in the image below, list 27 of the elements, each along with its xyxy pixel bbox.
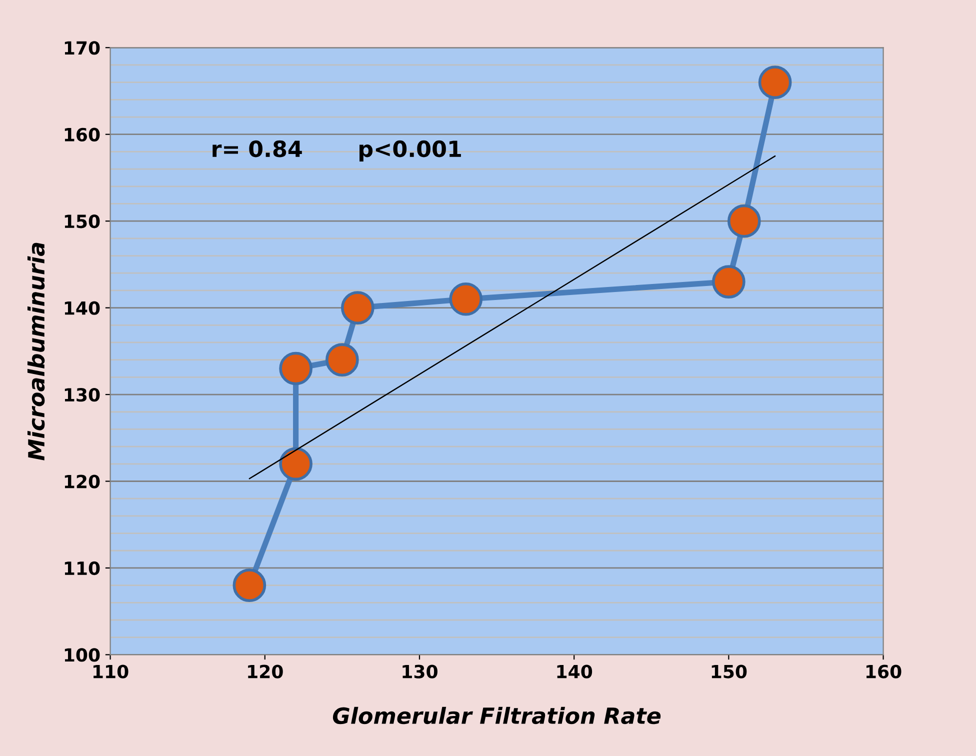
y-tick-label: 170 (64, 41, 100, 55)
point (279, 352, 312, 386)
annotation: p<0.001 (360, 140, 461, 162)
annotation: r= 0.84 (212, 140, 302, 158)
point (326, 343, 359, 376)
x-axis-title: Glomerular Filtration Rate (332, 706, 661, 724)
y-tick-label: 160 (64, 128, 100, 142)
x-tick-label: 150 (712, 664, 747, 678)
point (712, 265, 746, 298)
point (340, 291, 374, 324)
x-tick-label: 120 (248, 664, 283, 678)
x-tick-label: 130 (402, 664, 438, 678)
y-tick-label: 140 (64, 301, 100, 315)
y-tick-label: 150 (64, 214, 100, 228)
point (232, 568, 266, 602)
y-tick-label: 130 (64, 388, 100, 402)
point (279, 447, 312, 481)
point (449, 282, 483, 316)
x-tick-label: 140 (557, 664, 592, 678)
y-tick-label: 110 (64, 561, 100, 576)
x-tick-label: 110 (93, 664, 128, 678)
y-tick-label: 120 (64, 474, 100, 488)
y-tick-label: 100 (64, 648, 100, 662)
point (727, 204, 761, 238)
point (758, 66, 792, 99)
y-axis-title: Microalbuminuria (27, 242, 45, 460)
x-tick-label: 160 (866, 664, 902, 678)
